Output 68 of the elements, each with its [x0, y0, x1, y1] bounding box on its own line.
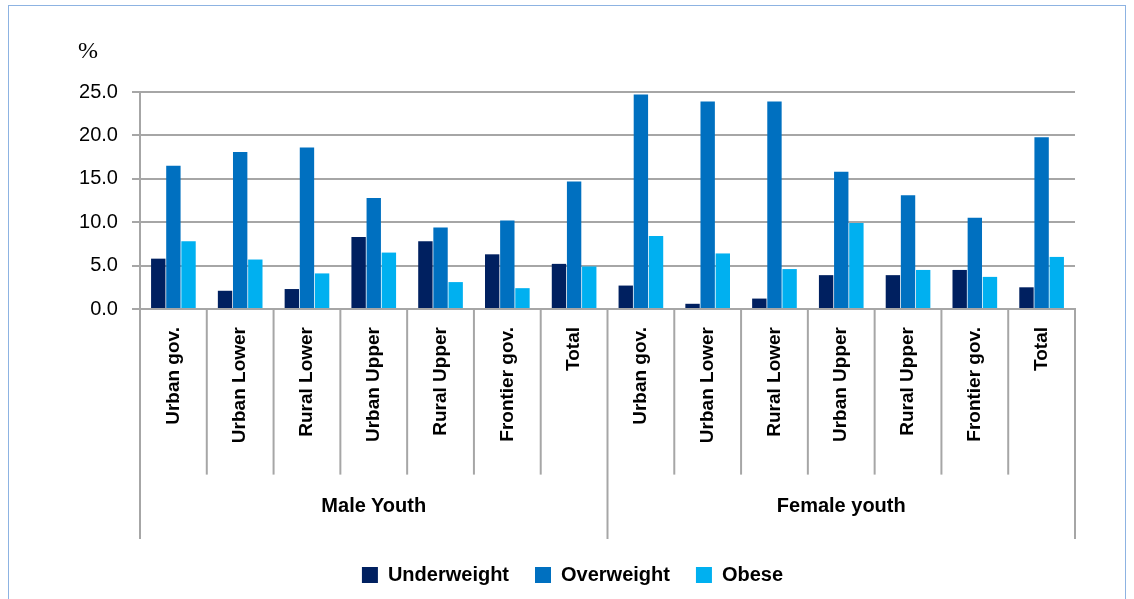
x-tick-label: Urban gov. [629, 327, 651, 425]
x-tick-label: Total [562, 327, 584, 371]
bar [418, 241, 433, 308]
text: Female youth [776, 494, 906, 517]
y-tick-label: 25.0 [79, 79, 118, 102]
bar [834, 171, 849, 308]
y-tick-label: 10.0 [79, 209, 118, 232]
bar [582, 266, 597, 308]
legend-label: Underweight [387, 562, 510, 585]
bar [351, 236, 366, 308]
bar [551, 263, 567, 308]
bar [782, 269, 797, 308]
bar [849, 223, 864, 308]
bar [700, 101, 715, 308]
bar [915, 269, 931, 308]
x-tick-label: Urban Upper [361, 326, 383, 443]
bar [232, 151, 248, 308]
y-tick-label: 15.0 [79, 166, 118, 189]
bar [566, 181, 582, 308]
bar [299, 147, 315, 308]
bar [1019, 287, 1034, 308]
y-tick-label: 0.0 [90, 296, 118, 319]
bar [1034, 137, 1049, 308]
legend-label: Obese [721, 562, 784, 585]
bar [500, 220, 515, 308]
bar [166, 165, 181, 308]
y-tick-label: 5.0 [90, 253, 118, 276]
bar [151, 258, 166, 308]
bar [314, 273, 330, 308]
x-tick-label: Urban Lower [228, 326, 250, 444]
bar [648, 236, 664, 308]
bar [181, 241, 196, 308]
bar [366, 197, 381, 308]
legend-label: Overweight [561, 562, 671, 585]
bar [967, 217, 983, 308]
bar [217, 290, 233, 308]
bar [715, 253, 731, 308]
text: Male Youth [321, 494, 427, 517]
x-tick-label: Rural Lower [762, 326, 784, 437]
x-tick-label: Rural Upper [896, 326, 918, 436]
x-tick-label: Urban Upper [829, 326, 851, 443]
bar [685, 303, 700, 308]
x-tick-label: Total [1029, 327, 1051, 371]
bar [433, 227, 448, 308]
x-tick-label: Urban gov. [161, 327, 183, 425]
bar [900, 195, 916, 308]
x-tick-label: Urban Lower [695, 326, 717, 444]
x-tick-label: Rural Upper [428, 326, 450, 436]
bar [767, 101, 782, 308]
bar [982, 276, 998, 308]
bar [515, 288, 530, 308]
y-tick-label: 20.0 [79, 122, 118, 145]
bar [248, 259, 263, 308]
x-tick-label: Frontier gov. [963, 327, 985, 442]
bar [818, 275, 834, 308]
x-tick-label: Frontier gov. [495, 327, 517, 442]
bar [618, 285, 633, 308]
bar [752, 298, 767, 308]
bar [952, 269, 967, 308]
y-axis-title: % [78, 37, 98, 64]
bar [448, 282, 463, 308]
x-tick-label: Rural Lower [295, 326, 317, 437]
bar [1049, 256, 1064, 308]
bar [633, 94, 649, 308]
bar [381, 252, 397, 308]
bar [484, 254, 500, 308]
bar [284, 289, 300, 308]
bar [885, 275, 901, 308]
